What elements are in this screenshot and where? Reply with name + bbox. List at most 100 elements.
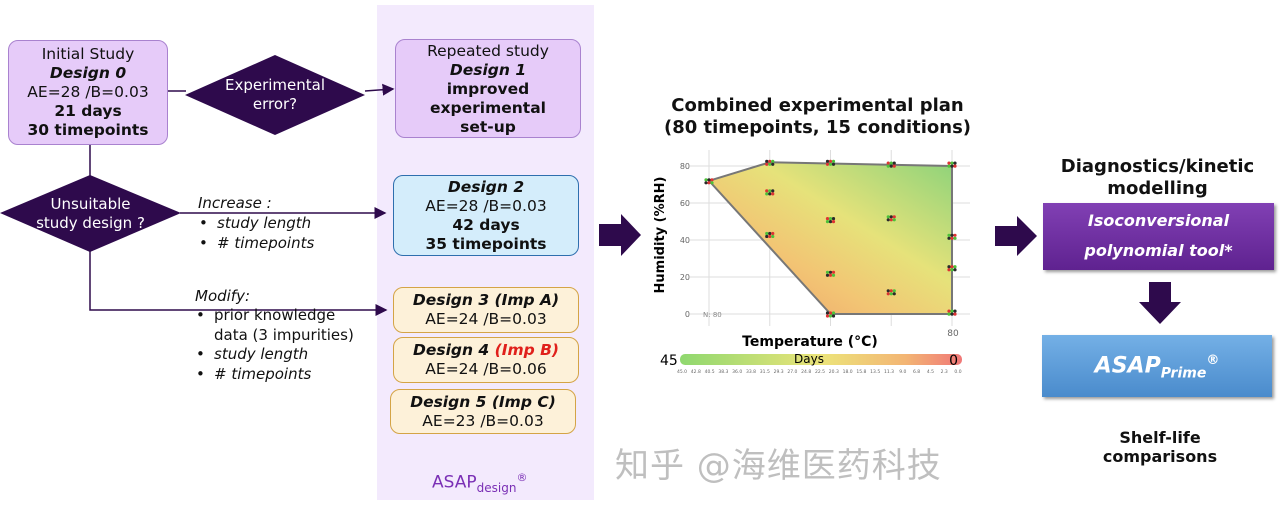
- asap-design-logo: ASAPdesign®: [432, 471, 527, 495]
- design-3-label: Design 3 (Imp A): [412, 291, 560, 309]
- initial-params: AE=28 /B=0.03: [27, 83, 149, 101]
- contour-chart: 0 20 40 60 80 N: 80 80 Temperature (°C) Humi…: [653, 150, 970, 375]
- condition-point: [765, 189, 775, 196]
- colorbar-tick: 20.3: [829, 369, 839, 375]
- colorbar: [680, 354, 962, 365]
- decision-label: Unsuitable: [50, 194, 131, 213]
- condition-point: [886, 161, 896, 168]
- colorbar-tick: 45.0: [677, 369, 687, 375]
- increase-list: study length # timepoints: [199, 214, 314, 254]
- list-item: prior knowledge: [196, 306, 354, 326]
- condition-point: [825, 217, 836, 224]
- diagnostics-line: modelling: [1107, 178, 1208, 199]
- colorbar-tick: 4.5: [927, 369, 934, 375]
- modify-list: prior knowledge data (3 impurities) stud…: [196, 306, 354, 385]
- unsuitable-design-decision: Unsuitable study design ?: [0, 175, 181, 252]
- condition-point: [947, 309, 957, 316]
- design-space-hull: [707, 161, 953, 315]
- colorbar-max-label: 0: [949, 353, 958, 369]
- shelf-life-label: Shelf-life comparisons: [1090, 428, 1230, 466]
- condition-point: [765, 159, 775, 166]
- down-arrow-icon: [1139, 282, 1181, 324]
- isoconversional-tool-box: Isoconversional polynomial tool*: [1043, 203, 1274, 270]
- asap-prime-reg: ®: [1206, 353, 1220, 368]
- initial-study-label: Initial Study: [41, 45, 135, 63]
- y-tick-label: 80: [680, 162, 690, 171]
- initial-study-box: Initial Study Design 0 AE=28 /B=0.03 21 …: [8, 40, 168, 145]
- condition-point: [704, 178, 714, 185]
- watermark: 知乎 @海维医药科技: [615, 446, 942, 486]
- colorbar-tick: 15.8: [856, 369, 866, 375]
- colorbar-tick: 38.3: [718, 369, 728, 375]
- colorbar-tick: 40.5: [705, 369, 715, 375]
- design-5-params: AE=23 /B=0.03: [422, 412, 544, 430]
- y-axis-label: Humidity (%RH): [653, 177, 668, 294]
- colorbar-tick: 22.5: [815, 369, 825, 375]
- list-item: study length: [196, 345, 354, 365]
- plan-title: Combined experimental plan (80 timepoint…: [640, 95, 995, 139]
- colorbar-tick: 33.8: [746, 369, 756, 375]
- plan-title-line: (80 timepoints, 15 conditions): [663, 117, 972, 138]
- iso-line: Isoconversional: [1087, 211, 1230, 230]
- colorbar-tick: 13.5: [870, 369, 880, 375]
- design-4-label: Design 4: [412, 341, 490, 359]
- design-1-label: Design 1: [449, 61, 527, 79]
- design-3-box: Design 3 (Imp A) AE=24 /B=0.03: [393, 287, 579, 333]
- repeated-study-label: Repeated study: [427, 42, 549, 60]
- diagnostics-title: Diagnostics/kinetic modelling: [1040, 156, 1275, 200]
- design-2-label: Design 2: [447, 178, 525, 196]
- asap-prime-sub: Prime: [1160, 365, 1207, 382]
- condition-point: [947, 265, 957, 272]
- colorbar-tick: 0.0: [954, 369, 961, 375]
- y-tick-label: 60: [680, 199, 690, 208]
- colorbar-tick: 24.8: [801, 369, 811, 375]
- repeated-study-box: Repeated study Design 1 improved experim…: [395, 39, 581, 138]
- decision-label: study design ?: [36, 213, 145, 232]
- iso-line: polynomial tool*: [1084, 241, 1233, 260]
- design-0-label: Design 0: [49, 64, 127, 82]
- asap-prime-text: ASAP: [1094, 353, 1161, 379]
- y-tick-label: 0: [685, 310, 690, 319]
- colorbar-tick: 36.0: [732, 369, 742, 375]
- y-tick-label: 40: [680, 236, 690, 245]
- modify-label: Modify:: [195, 287, 251, 305]
- list-item-continuation: data (3 impurities): [214, 325, 354, 344]
- colorbar-tick: 31.5: [760, 369, 770, 375]
- design-3-params: AE=24 /B=0.03: [425, 310, 547, 328]
- colorbar-title: Days: [794, 352, 824, 366]
- repeated-desc: set-up: [460, 118, 516, 136]
- colorbar-tick: 9.0: [899, 369, 906, 375]
- experimental-error-decision: Experimental error?: [185, 55, 365, 135]
- design-2-params: AE=28 /B=0.03: [425, 197, 547, 215]
- design-4-impurity: (Imp B): [494, 341, 560, 359]
- shelf-line: comparisons: [1102, 447, 1218, 466]
- list-item: # timepoints: [199, 234, 314, 254]
- logo-reg: ®: [516, 471, 528, 484]
- decision-label: error?: [252, 95, 298, 113]
- colorbar-tick: 29.3: [774, 369, 784, 375]
- design-4-params: AE=24 /B=0.06: [425, 360, 547, 378]
- repeated-desc: experimental: [430, 99, 546, 117]
- right-arrow-icon: [995, 216, 1037, 256]
- x-axis-label: Temperature (°C): [742, 334, 878, 350]
- list-item: # timepoints: [196, 365, 354, 385]
- colorbar-min-label: 45: [660, 353, 678, 369]
- logo-sub: design: [476, 481, 517, 496]
- condition-point: [947, 233, 957, 240]
- condition-point: [825, 311, 836, 318]
- shelf-line: Shelf-life: [1119, 428, 1201, 447]
- plan-title-line: Combined experimental plan: [671, 95, 964, 116]
- design-4-box: Design 4 (Imp B) AE=24 /B=0.06: [393, 337, 579, 383]
- initial-days: 21 days: [54, 102, 122, 120]
- colorbar-tick: 6.8: [913, 369, 920, 375]
- condition-point: [947, 161, 957, 168]
- colorbar-tick: 27.0: [787, 369, 797, 375]
- colorbar-tick: 11.3: [884, 369, 894, 375]
- decision-label: Experimental: [224, 76, 326, 94]
- colorbar-tick: 2.3: [941, 369, 948, 375]
- condition-point: [765, 231, 775, 239]
- design-5-label: Design 5 (Imp C): [410, 393, 556, 411]
- colorbar-tick: 42.8: [691, 369, 701, 375]
- initial-timepoints: 30 timepoints: [27, 121, 149, 139]
- right-arrow-icon: [599, 214, 641, 256]
